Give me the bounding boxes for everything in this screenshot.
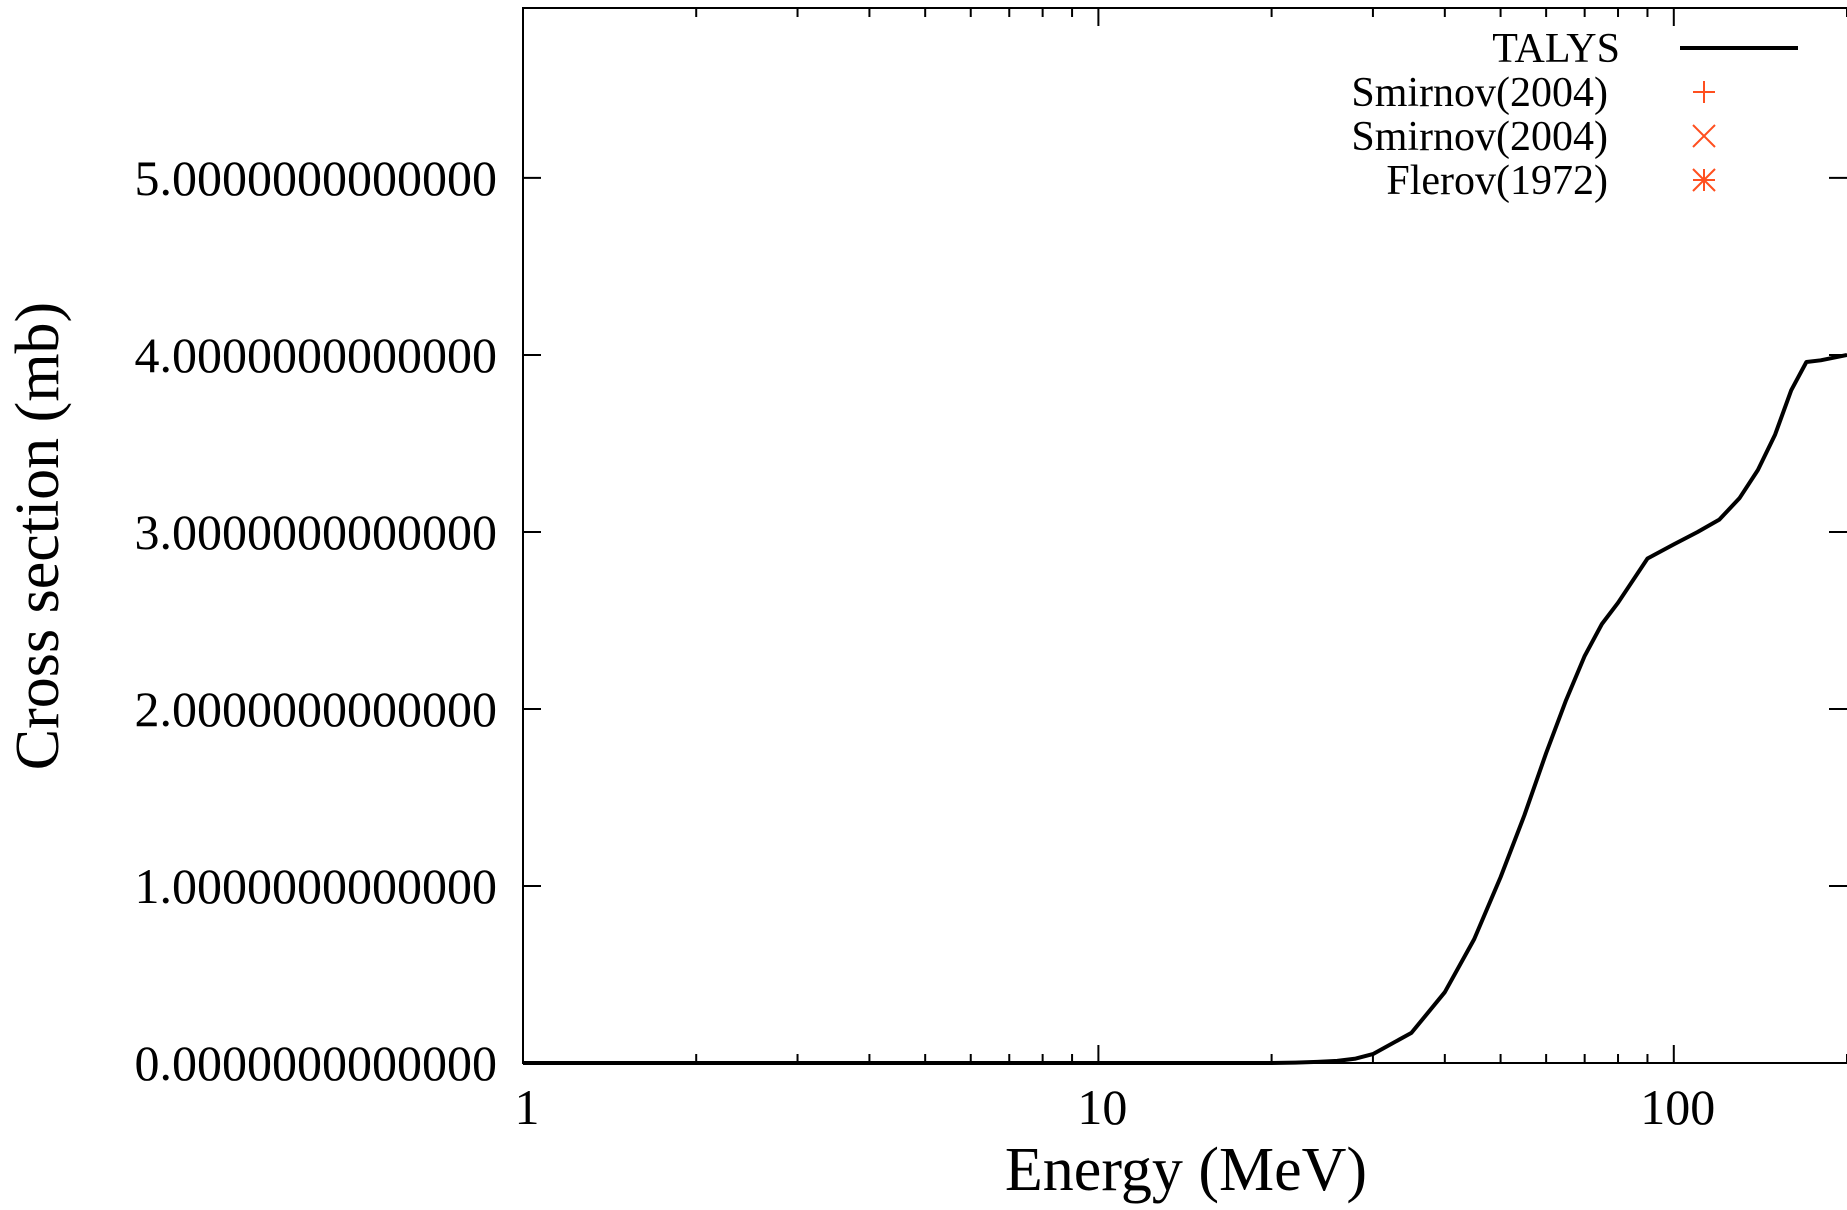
x-axis: 1 10 100 xyxy=(515,8,1847,1135)
x-tick-label: 10 xyxy=(1077,1079,1127,1135)
series-layer xyxy=(523,352,1847,1065)
legend-label: Smirnov(2004) xyxy=(1351,70,1608,116)
y-axis-label: Cross section (mb) xyxy=(4,302,72,770)
plot-frame xyxy=(522,7,1847,1064)
x-tick-label: 1 xyxy=(515,1079,540,1135)
legend-marker-stroke xyxy=(1692,124,1716,148)
plot-border xyxy=(522,7,1847,1064)
y-tick-label: 5.0000000000000 xyxy=(135,150,498,206)
x-axis-label: Energy (MeV) xyxy=(1005,1136,1367,1204)
legend-label: Smirnov(2004) xyxy=(1351,114,1608,160)
y-tick-label: 0.0000000000000 xyxy=(135,1035,498,1091)
y-tick-label: 4.0000000000000 xyxy=(135,327,498,383)
legend-label: Flerov(1972) xyxy=(1386,158,1608,204)
legend-marker-stroke xyxy=(1692,168,1716,192)
series-line-talys xyxy=(523,352,1847,1065)
x-tick-label: 100 xyxy=(1640,1079,1715,1135)
legend-label: TALYS xyxy=(1492,26,1620,72)
y-tick-label: 3.0000000000000 xyxy=(135,504,498,560)
y-tick-label: 1.0000000000000 xyxy=(135,858,498,914)
legend: TALYSSmirnov(2004)Smirnov(2004)Flerov(19… xyxy=(1351,26,1798,204)
y-tick-label: 2.0000000000000 xyxy=(135,681,498,737)
y-axis: 0.0000000000000 1.0000000000000 2.00000000… xyxy=(135,150,1847,1091)
